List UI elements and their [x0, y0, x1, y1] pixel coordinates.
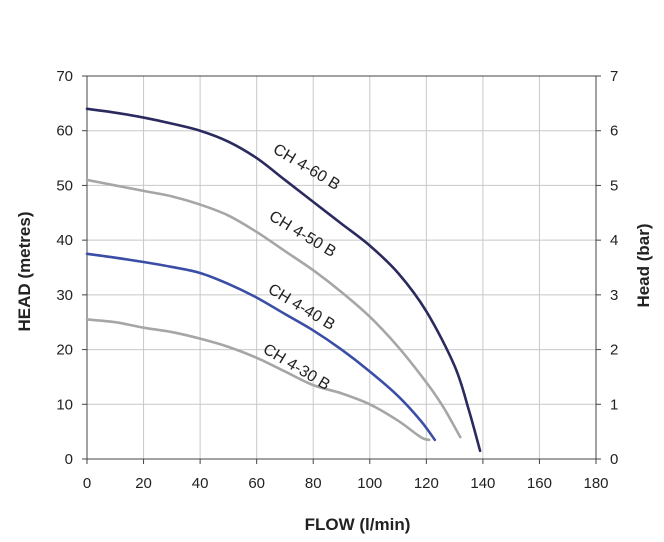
curve-label-ch-4-60-b: CH 4-60 B	[270, 141, 343, 194]
y-tick-label: 0	[65, 451, 73, 468]
y-tick-label: 10	[56, 396, 73, 413]
y-tick-label: 70	[56, 68, 73, 85]
x-axis-title: FLOW (l/min)	[305, 515, 411, 534]
y2-tick-label: 5	[610, 177, 618, 194]
x-tick-label: 20	[135, 475, 152, 492]
x-tick-label: 120	[414, 475, 439, 492]
x-tick-label: 80	[305, 475, 322, 492]
y-tick-label: 30	[56, 287, 73, 304]
y2-tick-label: 7	[610, 68, 618, 85]
x-tick-label: 40	[192, 475, 209, 492]
x-tick-label: 100	[357, 475, 382, 492]
y2-tick-label: 0	[610, 451, 618, 468]
y-tick-label: 60	[56, 123, 73, 140]
y-tick-label: 20	[56, 342, 73, 359]
plot-area-frame	[86, 75, 597, 460]
x-tick-label: 160	[527, 475, 552, 492]
y2-tick-label: 6	[610, 123, 618, 140]
y2-tick-label: 1	[610, 396, 618, 413]
y2-tick-label: 4	[610, 232, 618, 249]
axis-ticks: 0 20 40 60 80 100 120 140 160 1800102030405060700…	[56, 68, 618, 492]
series-lines	[85, 107, 482, 453]
series-line-ch-4-40-b	[85, 252, 437, 442]
series-line-ch-4-30-b	[85, 318, 431, 442]
curve-label-ch-4-50-b: CH 4-50 B	[266, 208, 339, 261]
curve-label-ch-4-30-b: CH 4-30 B	[260, 341, 333, 394]
y2-axis-title: Head (bar)	[634, 223, 653, 307]
y2-tick-label: 2	[610, 342, 618, 359]
grid-lines	[87, 76, 596, 459]
y2-tick-label: 3	[610, 287, 618, 304]
curve-labels: CH 4-60 BCH 4-50 BCH 4-40 BCH 4-30 B	[260, 141, 343, 394]
x-tick-label: 60	[248, 475, 265, 492]
series-line-ch-4-60-b	[85, 107, 482, 453]
y-tick-label: 40	[56, 232, 73, 249]
x-tick-label: 180	[583, 475, 608, 492]
x-tick-label: 140	[470, 475, 495, 492]
y-tick-label: 50	[56, 177, 73, 194]
x-tick-label: 0	[83, 475, 91, 492]
y-axis-title: HEAD (metres)	[15, 212, 34, 332]
series-line-ch-4-50-b	[85, 178, 462, 439]
